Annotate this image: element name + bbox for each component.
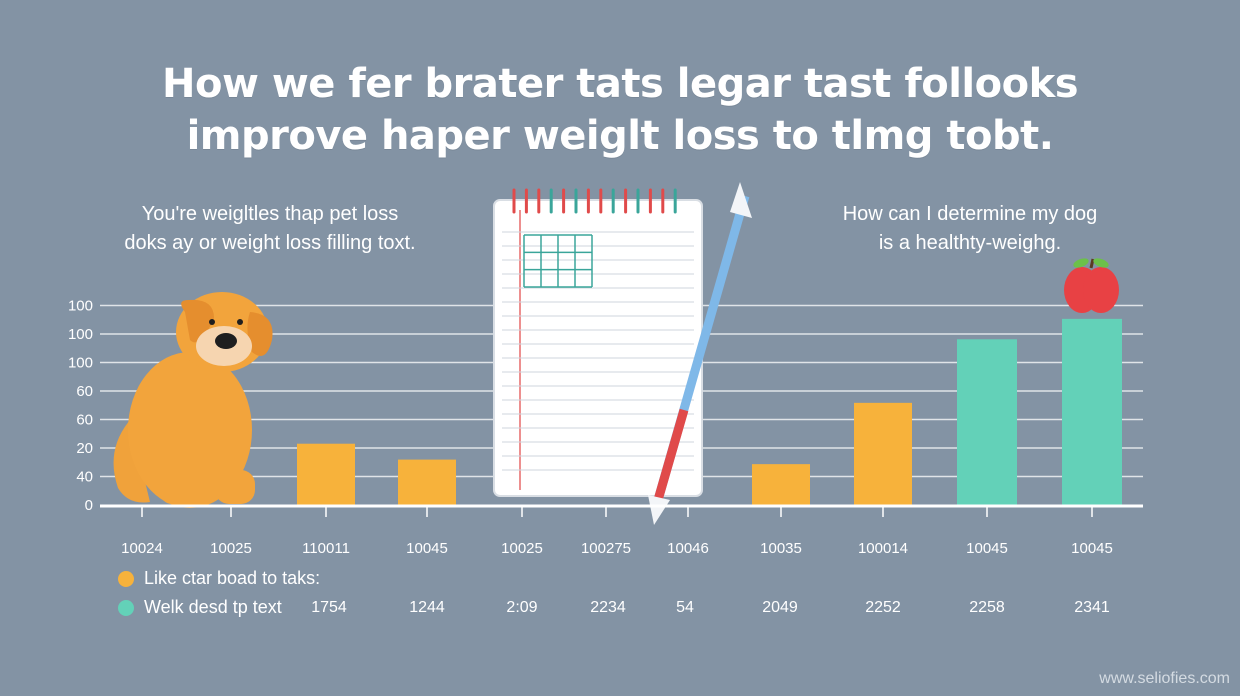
- pencil-eraser-arrow: [730, 182, 752, 218]
- x-tick-label: 100275: [581, 540, 631, 557]
- notepad-illustration: [493, 188, 703, 497]
- y-tick-label: 60: [76, 412, 93, 429]
- apple-stem: [1089, 258, 1095, 269]
- legend-item-orange: Like ctar boad to taks:: [118, 568, 320, 589]
- apple-icon: [1064, 258, 1119, 313]
- bar-orange: [398, 459, 456, 505]
- legend-row-value: 2:09: [506, 599, 537, 616]
- legend-dot-teal: [118, 599, 134, 616]
- caption-left: You're weigltles thap pet loss doks ay o…: [90, 200, 450, 258]
- legend-row-value: 2341: [1074, 599, 1110, 616]
- x-tick-label: 10025: [210, 540, 252, 557]
- dog-illustration: [113, 292, 273, 508]
- x-tick-label: 10035: [760, 540, 802, 557]
- legend-dot-orange: [118, 570, 134, 587]
- dog-tail: [113, 420, 150, 503]
- pencil-illustration: [648, 182, 752, 525]
- dog-ear-right: [247, 312, 273, 356]
- pencil-tip-band: [653, 408, 689, 502]
- y-tick-label: 40: [76, 469, 93, 486]
- legend-row-value: 1244: [409, 599, 445, 616]
- y-tick-label: 100: [68, 326, 93, 343]
- caption-left-line-2: doks ay or weight loss filling toxt.: [124, 232, 416, 254]
- chart-title: How we fer brater tats legar tast folloo…: [0, 58, 1240, 162]
- bar-orange: [297, 443, 355, 505]
- apple-right-lobe: [1083, 267, 1119, 313]
- y-tick-label: 20: [76, 440, 93, 457]
- dog-nose: [215, 333, 237, 349]
- title-line-2: improve haper weiglt loss to tlmg tobt.: [186, 113, 1054, 159]
- dog-leg-left: [160, 470, 190, 504]
- caption-right-line-1: How can I determine my dog: [842, 203, 1098, 225]
- legend-item-teal: Welk desd tp text: [118, 597, 282, 618]
- x-tick-label: 10046: [667, 540, 709, 557]
- x-tick-label: 110011: [302, 540, 350, 557]
- bar-teal: [1062, 318, 1122, 505]
- legend-label-orange: Like ctar boad to taks:: [144, 568, 321, 588]
- x-tick-label: 100014: [858, 540, 908, 557]
- dog-eye-left: [209, 319, 215, 325]
- dog-leg-right: [215, 470, 255, 504]
- notepad-rings: [512, 188, 677, 214]
- legend-row-value: 54: [676, 599, 694, 616]
- notepad-grid: [523, 234, 593, 288]
- legend-label-teal: Welk desd tp text: [144, 597, 282, 617]
- dog-eye-right: [237, 319, 243, 325]
- caption-left-line-1: You're weigltles thap pet loss: [141, 203, 399, 225]
- bar-orange: [854, 402, 912, 505]
- legend-row-value: 1754: [311, 599, 347, 616]
- pencil-point-arrow: [648, 495, 670, 525]
- apple-leaf-left: [1073, 258, 1089, 268]
- y-tick-label: 100: [68, 298, 93, 315]
- x-tick-labels: 10024 10025 110011 10045 10025 100275 10046 100…: [121, 540, 1113, 557]
- title-line-1: How we fer brater tats legar tast folloo…: [161, 61, 1079, 107]
- bar-teal: [957, 339, 1017, 505]
- x-tick-label: 10025: [501, 540, 543, 557]
- apple-leaf-right: [1093, 258, 1109, 268]
- legend-row-value: 2258: [969, 599, 1005, 616]
- legend-row-value: 2252: [865, 599, 901, 616]
- caption-right: How can I determine my dog is a healthty…: [800, 200, 1140, 258]
- x-axis: [100, 504, 1143, 517]
- notepad-lines: [502, 231, 694, 471]
- y-tick-label: 0: [85, 497, 93, 514]
- dog-body: [128, 352, 252, 508]
- legend-row-value: 2049: [762, 599, 798, 616]
- y-tick-labels: 0 40 20 60 60 100 100 100: [68, 298, 93, 515]
- y-tick-label: 100: [68, 355, 93, 372]
- x-tick-label: 10045: [966, 540, 1008, 557]
- x-tick-label: 10024: [121, 540, 163, 557]
- caption-right-line-2: is a healthty-weighg.: [878, 232, 1062, 254]
- y-tick-label: 60: [76, 383, 93, 400]
- bar-orange: [752, 464, 810, 505]
- x-tick-label: 10045: [1071, 540, 1113, 557]
- watermark: www.seliofies.com: [1099, 670, 1230, 687]
- legend-row-value: 2234: [590, 599, 626, 616]
- bar-layer: [297, 318, 1122, 505]
- legend-row-values: 1754 1244 2:09 2234 54 2049 2252 2258 2341: [311, 599, 1110, 616]
- x-tick-label: 10045: [406, 540, 448, 557]
